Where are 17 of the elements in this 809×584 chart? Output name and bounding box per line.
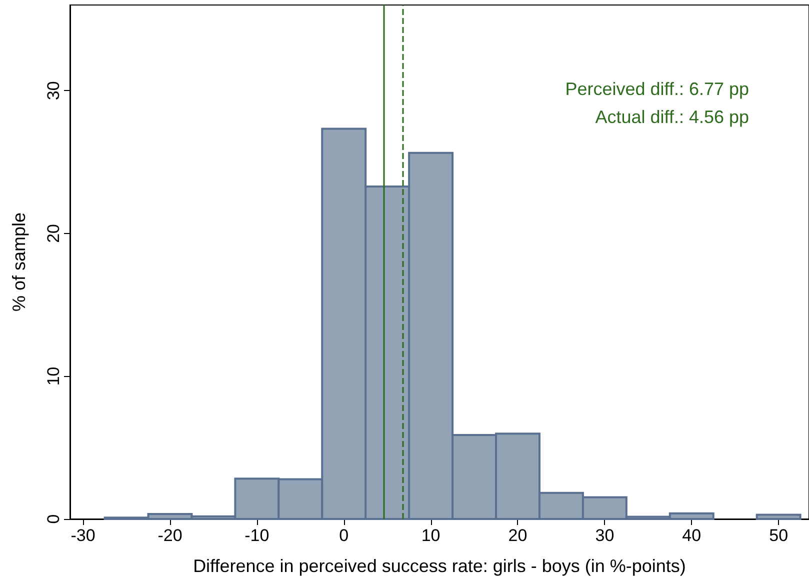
x-tick-label: 50 <box>769 526 788 545</box>
ref-line-label: Perceived diff.: 6.77 pp <box>565 79 750 99</box>
y-axis-title: % of sample <box>9 212 29 312</box>
x-tick-label: -10 <box>244 526 270 545</box>
x-tick-label: 20 <box>508 526 528 545</box>
x-tick-label: 0 <box>339 526 349 545</box>
y-tick-label: 0 <box>44 514 63 524</box>
x-tick-label: -30 <box>70 526 96 545</box>
y-tick-label: 10 <box>44 366 63 386</box>
ref-line-label: Actual diff.: 4.56 pp <box>595 107 750 127</box>
y-tick-label: 20 <box>44 224 63 243</box>
x-tick-label: 30 <box>595 526 614 545</box>
x-tick-label: -20 <box>158 526 182 545</box>
x-axis-title: Difference in perceived success rate: girls - boys (in %-points) <box>193 556 686 576</box>
x-tick-label: 10 <box>421 526 440 545</box>
y-tick-label: 30 <box>44 81 63 100</box>
x-tick-label: 40 <box>682 526 702 545</box>
